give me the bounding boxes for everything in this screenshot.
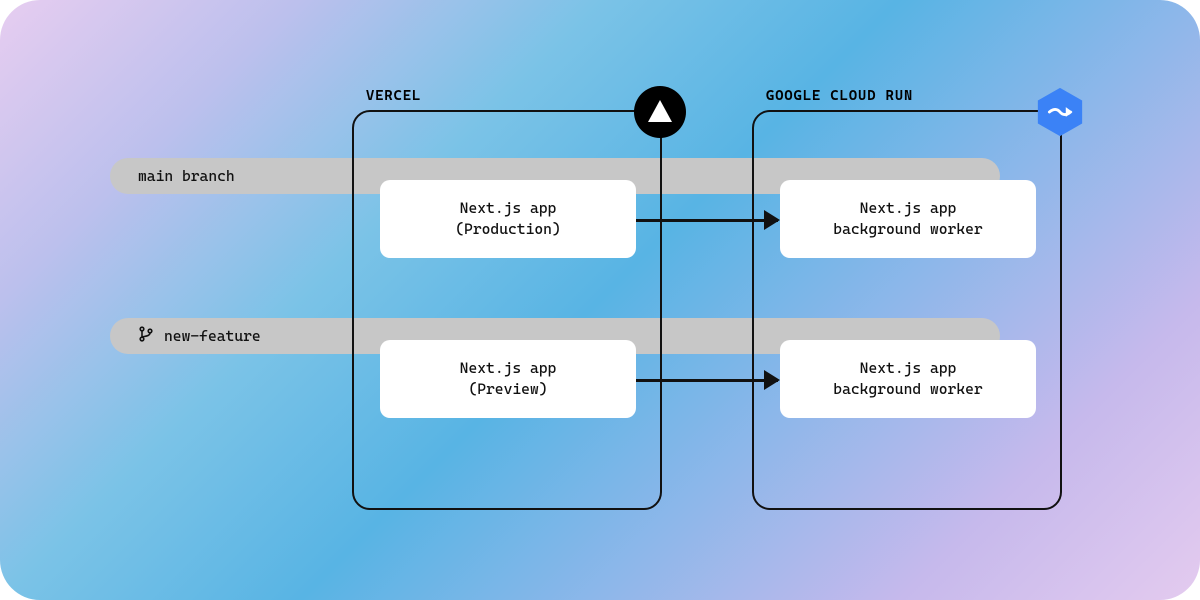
node-line: background worker	[833, 219, 982, 240]
node-line: Next.js app	[460, 198, 557, 219]
branch-label: new-feature	[164, 327, 261, 345]
node-line: Next.js app	[860, 198, 957, 219]
node-line: (Production)	[455, 219, 560, 240]
column-label: GOOGLE CLOUD RUN	[766, 88, 913, 104]
branch-label: main branch	[138, 167, 235, 185]
diagram-stage: main branch new-feature VERCEL GOOGLE CL…	[0, 0, 1200, 600]
vercel-badge	[634, 86, 686, 138]
git-branch-icon	[138, 326, 154, 346]
gcp-badge	[1034, 86, 1086, 138]
node-vercel-preview: Next.js app (Preview)	[380, 340, 636, 418]
node-line: background worker	[833, 379, 982, 400]
node-gcp-worker-2: Next.js app background worker	[780, 340, 1036, 418]
node-vercel-production: Next.js app (Production)	[380, 180, 636, 258]
column-gcp: GOOGLE CLOUD RUN	[752, 110, 1062, 510]
column-vercel: VERCEL	[352, 110, 662, 510]
column-label: VERCEL	[366, 88, 421, 104]
arrow-preview-to-worker	[636, 379, 778, 382]
node-line: (Preview)	[468, 379, 547, 400]
arrow-prod-to-worker	[636, 219, 778, 222]
node-line: Next.js app	[460, 358, 557, 379]
node-gcp-worker-1: Next.js app background worker	[780, 180, 1036, 258]
node-line: Next.js app	[860, 358, 957, 379]
